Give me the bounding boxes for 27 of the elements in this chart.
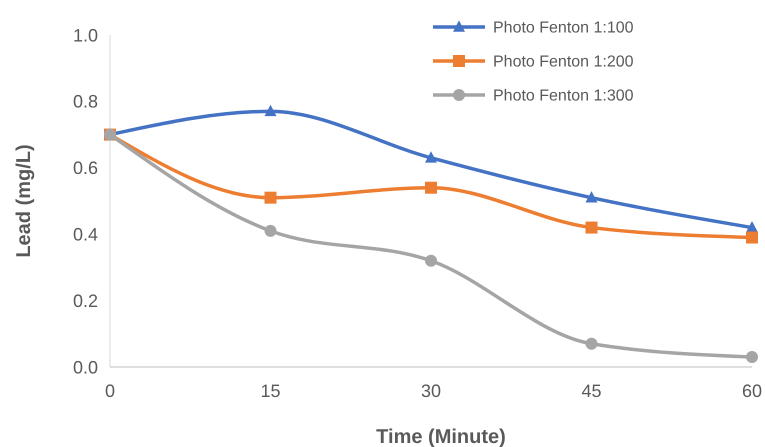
y-tick-label: 0.8 — [72, 92, 98, 112]
x-axis-title: Time (Minute) — [376, 426, 506, 447]
point — [425, 254, 437, 267]
y-tick-label: 1.0 — [72, 25, 98, 46]
point — [586, 338, 598, 350]
x-tick-label: 45 — [581, 381, 602, 401]
point — [264, 104, 276, 116]
x-tick-label: 60 — [742, 381, 762, 401]
legend-label: Photo Fenton 1:200 — [493, 54, 634, 71]
y-tick-label: 0.6 — [72, 158, 98, 178]
y-tick-label: 0.2 — [72, 290, 98, 311]
point — [746, 232, 758, 244]
x-tick-label: 0 — [104, 381, 116, 401]
x-tick-label: 30 — [420, 381, 442, 401]
x-tick-label: 15 — [260, 381, 281, 401]
point — [746, 351, 758, 364]
y-axis-title: Lead (mg/L) — [13, 144, 35, 258]
point — [425, 182, 437, 194]
point — [264, 192, 276, 204]
point — [586, 222, 598, 234]
legend-label: Photo Fenton 1:100 — [493, 20, 634, 37]
point — [425, 151, 437, 163]
legend-label: Photo Fenton 1:300 — [493, 88, 634, 105]
point — [586, 191, 598, 202]
y-tick-label: 0.0 — [72, 357, 98, 378]
point — [264, 224, 276, 237]
y-tick-label: 0.4 — [72, 224, 98, 244]
